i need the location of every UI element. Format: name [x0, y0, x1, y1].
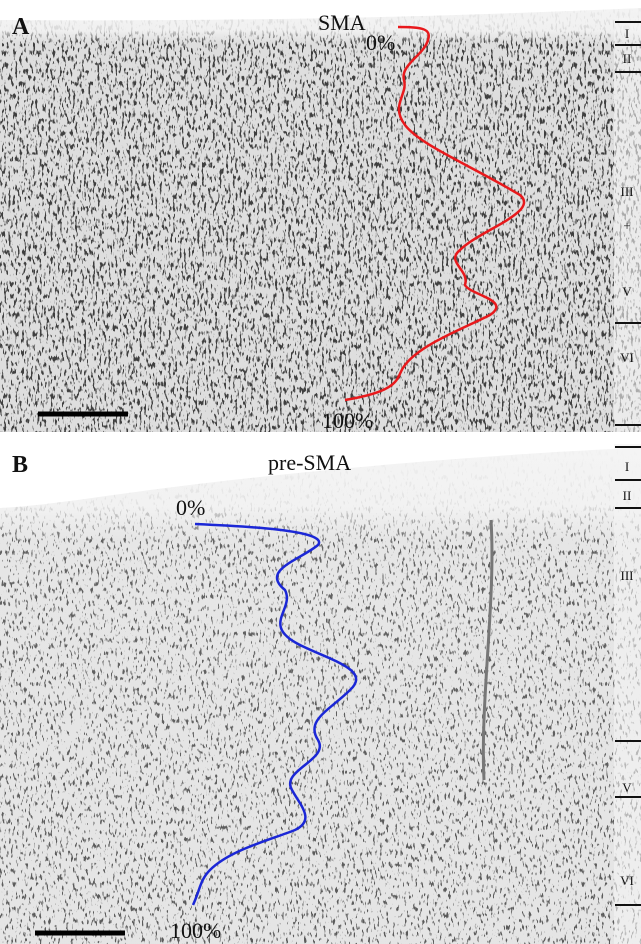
pial-band — [0, 440, 641, 944]
panel-a: A SMA 0% 100% I II III + V VI — [0, 0, 641, 433]
layer-label: II — [623, 51, 632, 66]
panel-letter: B — [12, 452, 28, 478]
layer-strip — [614, 444, 641, 944]
vessel — [481, 519, 494, 781]
panel-gap — [0, 432, 641, 440]
end-label: 100% — [170, 918, 221, 943]
start-label: 0% — [176, 495, 205, 520]
panel-title: pre-SMA — [268, 450, 351, 475]
panel-title: SMA — [318, 10, 366, 35]
layer-label: III — [621, 184, 634, 199]
pial-surface — [0, 440, 641, 508]
pial-band — [0, 0, 641, 432]
profile-curve — [191, 522, 358, 906]
layer-label: II — [623, 488, 632, 503]
panel-letter: A — [12, 14, 30, 40]
profile-curve — [344, 25, 525, 402]
start-label: 0% — [366, 30, 395, 55]
layer-label: + — [623, 218, 630, 233]
layer-label: V — [622, 780, 632, 795]
layer-label: VI — [620, 350, 634, 365]
end-label: 100% — [322, 408, 373, 433]
layer-label: VI — [620, 873, 634, 888]
pial-surface — [0, 0, 641, 21]
panel-b: B pre-SMA 0% 100% I II III V VI — [0, 440, 641, 944]
layer-label: I — [625, 459, 629, 474]
layer-strip — [614, 18, 641, 432]
layer-label: V — [622, 284, 632, 299]
layer-label: III — [621, 568, 634, 583]
layer-label: I — [625, 26, 629, 41]
